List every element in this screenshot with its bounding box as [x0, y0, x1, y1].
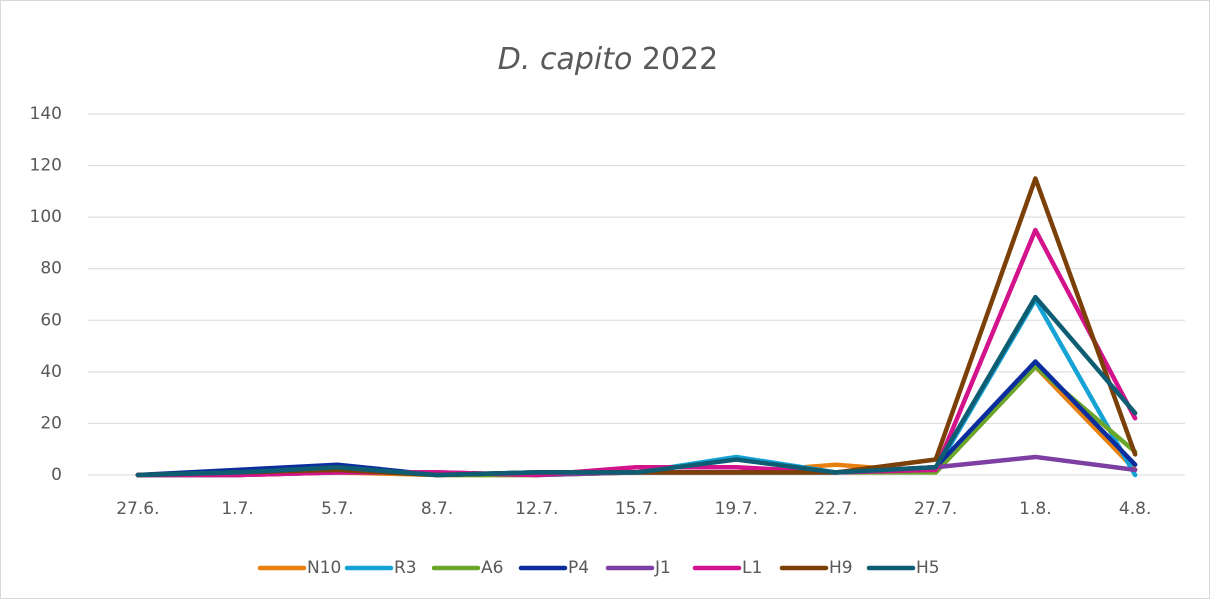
- x-tick-label: 15.7.: [615, 499, 658, 519]
- y-tick-label: 100: [30, 207, 62, 227]
- y-tick-label: 0: [51, 465, 62, 485]
- title-italic: D. capito: [498, 42, 633, 77]
- x-tick-label: 5.7.: [321, 499, 353, 519]
- y-tick-label: 80: [40, 259, 62, 279]
- x-tick-label: 8.7.: [421, 499, 453, 519]
- y-tick-label: 120: [30, 156, 62, 176]
- x-tick-label: 12.7.: [515, 499, 558, 519]
- y-tick-label: 60: [40, 310, 62, 330]
- x-tick-label: 27.7.: [914, 499, 957, 519]
- title-year: 2022: [642, 42, 718, 77]
- legend-label: L1: [742, 558, 762, 578]
- legend-label: H5: [916, 558, 940, 578]
- series-line: [135, 294, 1138, 478]
- x-tick-label: 22.7.: [814, 499, 857, 519]
- legend-label: H9: [829, 558, 853, 578]
- x-tick-label: 4.8.: [1119, 499, 1151, 519]
- legend-label: J1: [654, 558, 671, 578]
- legend-label: P4: [568, 558, 589, 578]
- x-tick-label: 1.8.: [1019, 499, 1051, 519]
- x-tick-label: 27.6.: [116, 499, 159, 519]
- y-tick-label: 20: [40, 413, 62, 433]
- legend-label: N10: [307, 558, 341, 578]
- legend-label: R3: [394, 558, 417, 578]
- y-tick-label: 140: [30, 104, 62, 124]
- x-tick-label: 1.7.: [221, 499, 253, 519]
- y-tick-label: 40: [40, 362, 62, 382]
- legend-label: A6: [481, 558, 503, 578]
- series-line: [135, 227, 1138, 478]
- chart-title: D. capito 2022: [498, 42, 718, 77]
- x-tick-label: 19.7.: [715, 499, 758, 519]
